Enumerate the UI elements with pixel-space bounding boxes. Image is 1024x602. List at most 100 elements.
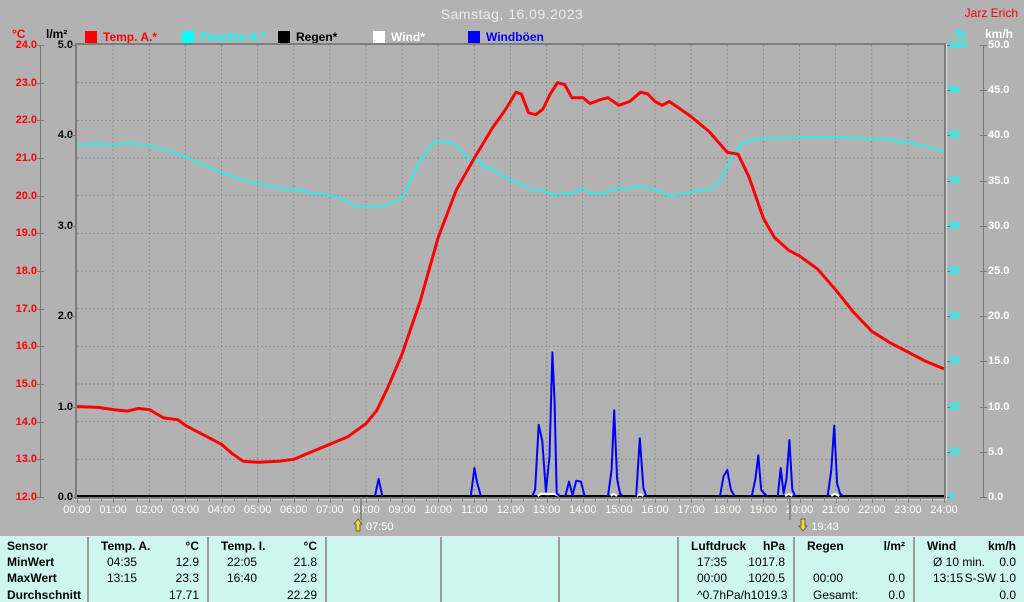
x-axis-label: 09:00 <box>388 504 416 516</box>
x-axis-tick <box>426 497 428 501</box>
series-wind <box>610 492 618 497</box>
cell-value: 1020.5 <box>748 571 785 585</box>
x-axis-tick <box>775 497 777 501</box>
x-axis-tick <box>522 497 524 501</box>
x-axis-tick <box>751 497 753 501</box>
x-axis-tick <box>438 497 440 503</box>
table-cell: Ø 10 min. 0.0 <box>913 554 1024 570</box>
cell-value: S-SW 1.0 <box>964 571 1016 585</box>
x-axis-tick <box>763 497 765 503</box>
legend-item-regen[interactable]: Regen* <box>278 30 337 44</box>
x-axis-label: 17:00 <box>677 504 705 516</box>
x-axis-tick <box>221 497 223 503</box>
x-axis-label: 08:00 <box>352 504 380 516</box>
page-title: Samstag, 16.09.2023 <box>440 6 584 22</box>
pct-axis-tick <box>944 406 950 408</box>
x-axis-tick <box>462 497 464 501</box>
x-axis-tick <box>329 497 331 503</box>
sunset-marker-line <box>789 497 792 520</box>
table-cell <box>325 554 440 570</box>
x-axis-label: 02:00 <box>135 504 164 516</box>
pct-axis-tick-label: 50 <box>948 265 961 277</box>
table-header-cell <box>440 537 558 554</box>
x-axis-tick <box>281 497 283 501</box>
cell-value: 0.0 <box>999 587 1016 602</box>
series-windb-en <box>469 467 482 497</box>
x-axis-tick <box>498 497 500 501</box>
series-feuchte-a <box>76 136 945 208</box>
x-axis-tick <box>799 497 801 503</box>
sensor-name: Regen <box>807 538 844 553</box>
c-axis-tick <box>37 233 44 235</box>
x-axis-label: 04:00 <box>207 504 236 516</box>
x-axis-label: 05:00 <box>243 504 272 516</box>
table-header-cell: Wind km/h <box>913 537 1024 554</box>
sunrise-time-label: 07:50 <box>365 520 394 533</box>
c-axis-tick-label: 13.0 <box>15 453 37 466</box>
kmh-axis-tick-label: 40.0 <box>988 129 1010 142</box>
cell-time: 17:35 <box>697 555 728 569</box>
table-cell <box>793 554 913 570</box>
series-windb-en <box>750 454 768 497</box>
sensor-name: Temp. I. <box>221 538 266 553</box>
pct-axis-tick-label: 30 <box>948 355 961 368</box>
x-axis-label: 00:00 <box>63 504 91 516</box>
cell-value: 21.8 <box>293 555 317 569</box>
c-axis-tick <box>37 346 44 348</box>
cell-time: 13:15 <box>107 571 138 585</box>
pct-axis-tick-label: 80 <box>948 129 961 142</box>
cell-time: ^0.7hPa/h <box>697 587 751 602</box>
x-axis-label: 15:00 <box>605 504 633 516</box>
sunset-marker: 19:43 <box>797 518 839 535</box>
x-axis-tick <box>125 497 127 501</box>
x-axis-tick <box>642 497 644 501</box>
kmh-axis-tick <box>980 451 987 453</box>
kmh-axis-tick <box>980 90 987 92</box>
x-axis-tick <box>931 497 933 501</box>
legend-item-wind[interactable]: Wind* <box>373 30 425 44</box>
lm2-axis-tick <box>71 135 77 137</box>
table-row-label: MaxWert <box>7 571 57 585</box>
x-axis-tick <box>293 497 295 503</box>
sunset-icon <box>797 518 811 535</box>
table-cell: 17.71 <box>87 586 207 602</box>
table-cell: 22:05 21.8 <box>207 554 325 570</box>
legend-item-temp-a[interactable]: Temp. A.* <box>85 30 157 44</box>
x-axis-tick <box>269 497 271 501</box>
sensor-unit: l/m² <box>883 538 905 553</box>
x-axis-label: 21:00 <box>821 504 850 516</box>
c-axis-tick-label: 15.0 <box>15 378 37 390</box>
kmh-axis-tick-label: 35.0 <box>988 174 1010 187</box>
kmh-axis-tick <box>980 497 987 498</box>
cell-value: 17.71 <box>168 587 199 602</box>
x-axis-label: 12:00 <box>496 504 525 516</box>
kmh-axis-tick <box>980 225 987 227</box>
x-axis-label: 23:00 <box>894 504 922 516</box>
x-axis-label: 24:00 <box>930 504 958 516</box>
cell-value: 1017.8 <box>748 555 785 569</box>
axis-unit-celsius: °C <box>12 27 26 41</box>
pct-axis-tick-label: 60 <box>948 219 961 232</box>
lm2-axis-tick-label: 2.0 <box>57 310 73 323</box>
c-axis-tick-label: 22.0 <box>15 114 37 127</box>
series-windb-en <box>719 468 736 497</box>
x-axis-tick <box>739 497 741 501</box>
pct-axis-tick <box>944 271 950 272</box>
c-axis-tick <box>37 271 44 272</box>
legend-item-windb-en[interactable]: Windböen <box>468 30 544 44</box>
x-axis-tick <box>257 497 259 503</box>
user-name: Jarz Erich <box>964 6 1018 20</box>
x-axis-tick <box>823 497 825 501</box>
table-cell: 0.0 <box>913 586 1024 602</box>
kmh-axis-tick-label: 5.0 <box>988 445 1004 458</box>
cell-time: 00:00 <box>697 571 728 585</box>
legend-item-feuchte-a[interactable]: Feuchte A.* <box>182 30 266 44</box>
table-cell: 13:15 23.3 <box>87 570 207 586</box>
kmh-axis-tick <box>980 406 987 408</box>
x-axis-tick <box>101 497 103 501</box>
cell-time: Gesamt: <box>813 587 859 602</box>
x-axis-tick <box>245 497 247 501</box>
x-axis-tick <box>402 497 404 503</box>
c-axis-tick-label: 18.0 <box>15 265 37 277</box>
x-axis-tick <box>727 497 729 503</box>
